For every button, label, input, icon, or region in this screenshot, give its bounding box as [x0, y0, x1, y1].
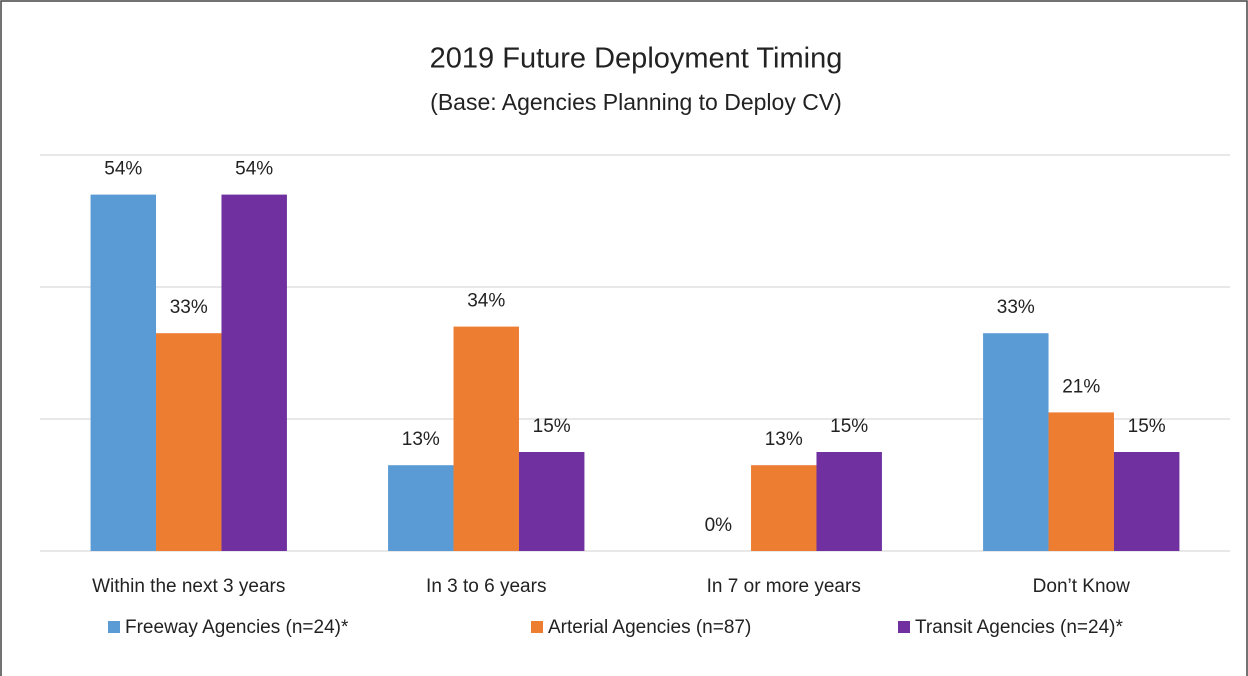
chart-subtitle: (Base: Agencies Planning to Deploy CV)	[430, 89, 842, 115]
x-tick-label: Don’t Know	[1033, 576, 1130, 597]
bar	[983, 333, 1049, 551]
data-label: 15%	[1128, 416, 1166, 437]
x-tick-label: Within the next 3 years	[92, 576, 285, 597]
data-label: 15%	[533, 416, 571, 437]
legend-swatch	[898, 621, 910, 633]
x-tick-label: In 3 to 6 years	[426, 576, 546, 597]
data-label: 13%	[765, 429, 803, 450]
legend-label: Arterial Agencies (n=87)	[548, 617, 751, 638]
chart-title: 2019 Future Deployment Timing	[430, 43, 843, 75]
data-label: 33%	[170, 297, 208, 318]
x-tick-label: In 7 or more years	[707, 576, 861, 597]
bar	[453, 326, 519, 551]
bar	[751, 465, 817, 551]
bar	[518, 452, 585, 551]
data-label: 15%	[830, 416, 868, 437]
data-label: 54%	[235, 159, 273, 180]
bar	[221, 194, 287, 551]
bar	[1113, 452, 1180, 551]
legend-swatch	[108, 621, 120, 633]
data-label: 34%	[467, 291, 505, 312]
bar	[1048, 412, 1114, 551]
data-label: 33%	[997, 297, 1035, 318]
data-label: 0%	[705, 515, 733, 536]
legend-label: Transit Agencies (n=24)*	[915, 617, 1123, 638]
legend-label: Freeway Agencies (n=24)*	[125, 617, 349, 638]
bar	[156, 333, 222, 551]
data-label: 13%	[402, 429, 440, 450]
data-label: 54%	[104, 159, 142, 180]
legend-swatch	[531, 621, 543, 633]
bar	[388, 465, 454, 551]
bar	[816, 452, 882, 551]
data-label: 21%	[1062, 376, 1100, 397]
bar	[90, 194, 157, 551]
